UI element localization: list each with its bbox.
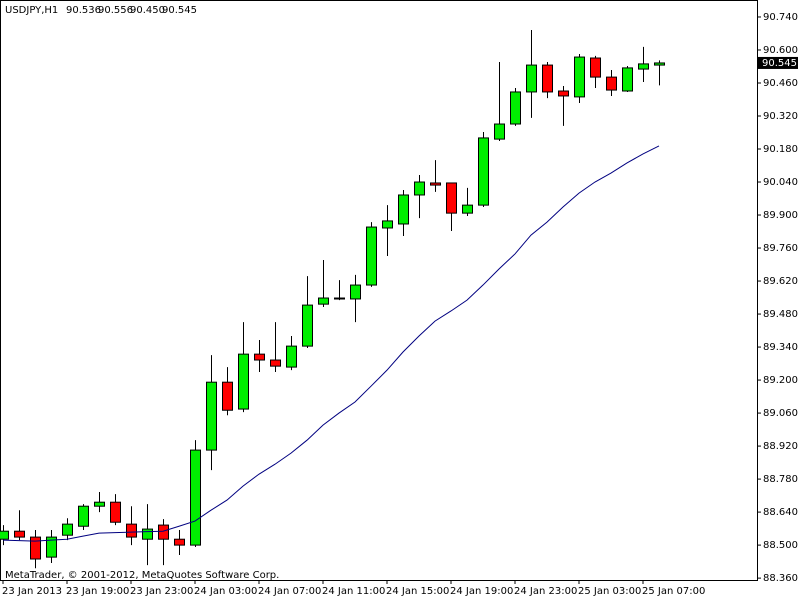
candle-body <box>238 353 249 410</box>
plot-frame <box>0 0 758 581</box>
y-tick-label: 90.040 <box>763 177 798 188</box>
candle-body <box>174 538 185 546</box>
quote-high: 90.556 <box>98 5 133 16</box>
y-tick-label: 89.200 <box>763 375 798 386</box>
y-tick-label: 89.480 <box>763 309 798 320</box>
candle-body <box>0 530 9 540</box>
candle-body <box>462 204 473 214</box>
candle-body <box>110 501 121 523</box>
candle-body <box>142 528 153 540</box>
y-tick-label: 89.060 <box>763 408 798 419</box>
candle-body <box>638 63 649 70</box>
candle-body <box>510 91 521 125</box>
x-tick-label: 23 Jan 2013 <box>2 586 62 597</box>
candle-body <box>30 536 41 560</box>
y-tick-label: 88.640 <box>763 507 798 518</box>
x-tick-label: 24 Jan 15:00 <box>386 586 449 597</box>
candle-body <box>590 57 601 78</box>
candle-body <box>62 523 73 536</box>
x-tick-label: 24 Jan 03:00 <box>194 586 257 597</box>
y-tick-label: 88.920 <box>763 441 798 452</box>
x-tick-label: 24 Jan 19:00 <box>450 586 513 597</box>
candle-body <box>558 90 569 97</box>
last-price-box <box>758 56 798 69</box>
candle-body <box>494 123 505 140</box>
x-tick-label: 24 Jan 11:00 <box>322 586 385 597</box>
y-tick-label: 89.340 <box>763 342 798 353</box>
x-tick-label: 24 Jan 07:00 <box>258 586 321 597</box>
candle-body <box>478 137 489 206</box>
candle-body <box>414 181 425 196</box>
y-tick-label: 88.780 <box>763 474 798 485</box>
y-tick-label: 89.760 <box>763 243 798 254</box>
quote-close: 90.545 <box>162 5 197 16</box>
candle-body <box>334 297 345 300</box>
candle-body <box>206 381 217 451</box>
quote-low: 90.450 <box>130 5 165 16</box>
candle-body <box>622 67 633 92</box>
footer: MetaTrader, © 2001-2012, MetaQuotes Soft… <box>5 570 279 581</box>
candle-body <box>398 194 409 225</box>
candle-body <box>78 505 89 527</box>
candle-body <box>14 530 25 538</box>
x-tick-label: 25 Jan 03:00 <box>578 586 641 597</box>
x-tick-label: 25 Jan 07:00 <box>642 586 705 597</box>
candle-body <box>254 353 265 361</box>
candle-body <box>350 284 361 300</box>
candle-body <box>542 64 553 93</box>
candle-body <box>430 182 441 186</box>
y-tick-label: 90.180 <box>763 144 798 155</box>
candle-body <box>382 220 393 229</box>
candle-body <box>366 226 377 286</box>
candle-body <box>526 64 537 93</box>
candle-body <box>270 359 281 367</box>
y-tick-label: 90.600 <box>763 45 798 56</box>
y-tick-label: 88.500 <box>763 540 798 551</box>
chart-title: USDJPY,H1 <box>5 5 58 16</box>
y-tick-label: 89.620 <box>763 276 798 287</box>
candle-body <box>606 76 617 91</box>
x-tick-label: 24 Jan 23:00 <box>514 586 577 597</box>
candle-body <box>446 182 457 214</box>
x-tick-label: 23 Jan 19:00 <box>66 586 129 597</box>
last-price-label: 90.545 <box>762 58 797 69</box>
moving-average <box>2 145 660 542</box>
candle-body <box>302 304 313 347</box>
candle-body <box>222 381 233 411</box>
candle-body <box>158 524 169 540</box>
candle-body <box>318 297 329 305</box>
quote-open: 90.536 <box>66 5 101 16</box>
candle-body <box>286 345 297 368</box>
candle-body <box>190 449 201 546</box>
y-tick-label: 90.740 <box>763 12 798 23</box>
y-tick-label: 90.460 <box>763 78 798 89</box>
candle-body <box>574 56 585 98</box>
candle-body <box>94 501 105 507</box>
candle-body <box>46 536 57 558</box>
y-tick-label: 90.320 <box>763 111 798 122</box>
candle-body <box>654 62 665 66</box>
y-tick-label: 89.900 <box>763 210 798 221</box>
y-tick-label: 88.360 <box>763 573 798 584</box>
x-tick-label: 23 Jan 23:00 <box>130 586 193 597</box>
candle-body <box>126 523 137 538</box>
